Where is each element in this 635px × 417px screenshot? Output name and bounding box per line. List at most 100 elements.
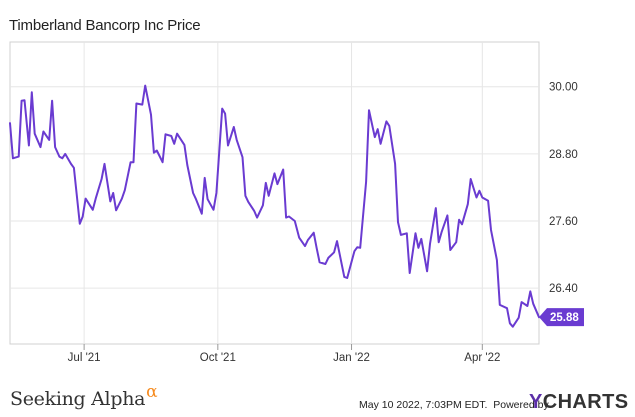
data-point [353, 250, 355, 252]
data-point [262, 204, 264, 206]
data-point [400, 234, 402, 236]
data-point [18, 155, 20, 157]
chart-title: Timberland Bancorp Inc Price [9, 17, 201, 34]
data-point [475, 196, 477, 198]
data-point [54, 146, 56, 148]
data-point [336, 240, 338, 242]
data-point [204, 177, 206, 179]
data-point [368, 109, 370, 111]
data-point [201, 213, 203, 215]
data-point [153, 152, 155, 154]
data-point [58, 155, 60, 157]
data-point [346, 277, 348, 279]
data-point [318, 261, 320, 263]
data-point [406, 232, 408, 234]
data-point [417, 247, 419, 249]
data-point [512, 326, 514, 328]
data-point [236, 139, 238, 141]
data-point [461, 223, 463, 225]
data-point [103, 163, 105, 165]
data-point [282, 168, 284, 170]
data-point [288, 215, 290, 217]
data-point [233, 126, 235, 128]
data-point [247, 201, 249, 203]
data-point [294, 220, 296, 222]
data-point [64, 153, 66, 155]
data-point [79, 223, 81, 225]
data-point [9, 122, 11, 124]
data-point [426, 270, 428, 272]
seeking-alpha-logo[interactable]: Seeking Alphaα [10, 382, 158, 410]
data-point [48, 139, 50, 141]
data-point [23, 99, 25, 101]
data-point [115, 209, 117, 211]
data-point [420, 238, 422, 240]
data-point [129, 161, 131, 163]
data-point [164, 133, 166, 135]
data-point [92, 209, 94, 211]
data-point [265, 182, 267, 184]
data-point [343, 276, 345, 278]
data-point [241, 156, 243, 158]
data-point [186, 164, 188, 166]
footer-timestamp: May 10 2022, 7:03PM EDT. Powered by [359, 399, 549, 411]
data-point [532, 303, 534, 305]
data-point [298, 237, 300, 239]
data-point [170, 135, 172, 137]
data-point [499, 304, 501, 306]
data-point [42, 130, 44, 132]
data-point [84, 197, 86, 199]
data-point [520, 301, 522, 303]
data-point [195, 198, 197, 200]
data-point [156, 149, 158, 151]
data-point [112, 192, 114, 194]
data-point [397, 221, 399, 223]
data-point [449, 249, 451, 251]
data-point [359, 247, 361, 249]
data-point [470, 178, 472, 180]
price-line [9, 84, 540, 328]
y-tick-label: 28.80 [549, 149, 578, 161]
data-point [438, 241, 440, 243]
data-point [455, 241, 457, 243]
data-point [109, 200, 111, 202]
data-point [388, 125, 390, 127]
data-point [365, 181, 367, 183]
data-point [51, 100, 53, 102]
data-point [61, 157, 63, 159]
data-point [82, 215, 84, 217]
y-tick-label: 26.40 [549, 283, 578, 295]
data-point [327, 257, 329, 259]
data-point [227, 144, 229, 146]
data-point [304, 245, 306, 247]
data-point [34, 133, 36, 135]
data-point [414, 232, 416, 234]
brand-name: Seeking Alpha [10, 388, 146, 410]
data-point [212, 209, 214, 211]
data-point [39, 146, 41, 148]
data-point [478, 190, 480, 192]
data-point [409, 272, 411, 274]
data-point [518, 317, 520, 319]
data-point [31, 91, 33, 93]
footer: Seeking Alphaα May 10 2022, 7:03PM EDT. … [0, 376, 635, 417]
data-point [176, 133, 178, 135]
x-axis: Jul '21 Oct '21 Jan '22 Apr '22 [68, 344, 500, 364]
data-point [268, 195, 270, 197]
y-axis: 30.00 28.80 27.60 26.40 [549, 82, 578, 295]
ycharts-y-mark: Y [529, 391, 543, 413]
data-point [256, 216, 258, 218]
data-point [487, 200, 489, 202]
data-point [509, 322, 511, 324]
grid-lines [10, 42, 539, 344]
data-point [150, 114, 152, 116]
data-point [526, 305, 528, 307]
data-point [215, 192, 217, 194]
ycharts-logo[interactable]: YCHARTS [529, 391, 628, 414]
data-point [315, 247, 317, 249]
y-tick-label: 30.00 [549, 82, 578, 94]
data-point [70, 163, 72, 165]
data-point [273, 172, 275, 174]
data-point [224, 112, 226, 114]
